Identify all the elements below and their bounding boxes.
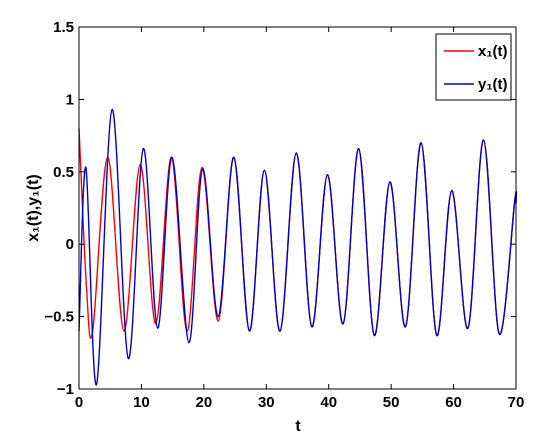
ticks-layer <box>78 26 517 390</box>
x-tick-label: 20 <box>196 394 213 411</box>
plot-frame <box>78 26 517 390</box>
x-tick-label: 0 <box>75 394 83 411</box>
legend-box <box>435 33 512 101</box>
x-tick-label: 50 <box>383 394 400 411</box>
tick-labels-layer: 0 10 20 30 40 50 60 70 −1 −0.5 0 0.5 1 1.5 <box>44 19 524 411</box>
y-tick-label: 0.5 <box>53 164 74 181</box>
x-tick-label: 60 <box>445 394 462 411</box>
legend-label-x1: x₁(t) <box>478 43 508 60</box>
series-layer <box>78 108 518 386</box>
legend: x₁(t) y₁(t) <box>435 33 512 101</box>
y-tick-label: −0.5 <box>44 309 74 326</box>
x-tick-label: 10 <box>133 394 150 411</box>
y-tick-label: 0 <box>66 236 74 253</box>
y-tick-label: 1.5 <box>53 19 74 36</box>
legend-label-y1: y₁(t) <box>478 76 508 93</box>
y-tick-label: 1 <box>66 91 74 108</box>
x-axis-label: t <box>295 418 301 435</box>
x-tick-label: 30 <box>258 394 275 411</box>
x-tick-label: 70 <box>508 394 525 411</box>
series-line-y1 <box>78 108 518 386</box>
x-tick-label: 40 <box>320 394 337 411</box>
y-tick-label: −1 <box>57 381 74 398</box>
y-axis-label: x₁(t),y₁(t) <box>25 174 42 241</box>
